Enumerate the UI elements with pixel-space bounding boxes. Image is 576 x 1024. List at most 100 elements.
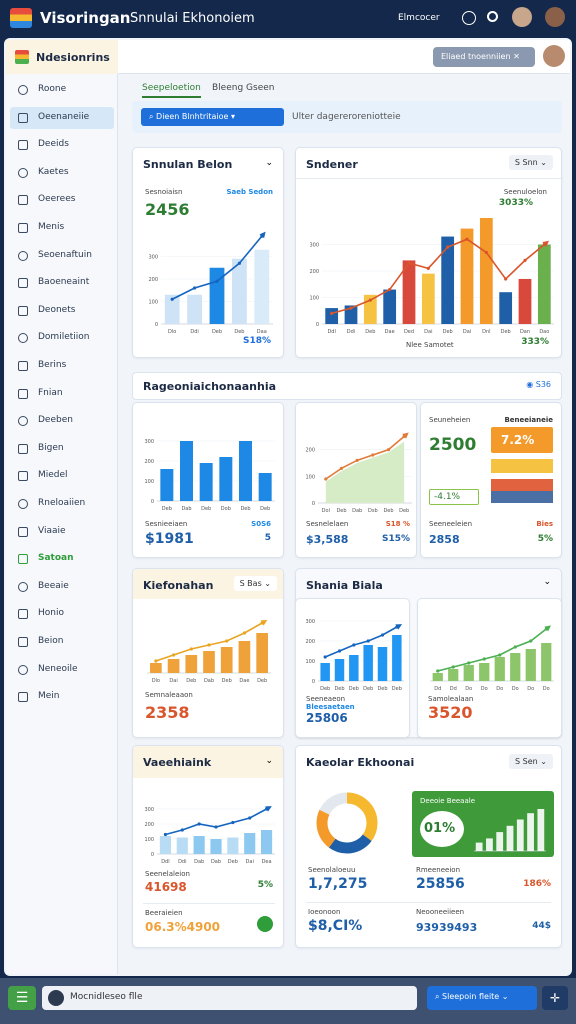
bar (463, 665, 474, 681)
kpi-value: $1981 (145, 531, 194, 547)
line-dot (330, 311, 334, 315)
card: 0 100 200 Dol Deb Dab Dsb Deb Deb Sesnelelaen S1… (295, 402, 417, 558)
toolbar-button[interactable]: Eliaed tnoenniien ✕ (433, 47, 535, 67)
nav-item[interactable]: Neneoile (38, 663, 78, 674)
kpi-label: Deeoie Beeaale (420, 797, 476, 805)
x-tick-label: Do (496, 686, 503, 692)
tab[interactable]: Seepeloetion (142, 83, 201, 98)
bar (525, 649, 536, 681)
nav-icon (18, 140, 28, 151)
stat-value: 93939493 (416, 921, 478, 934)
kpi-tag: Bleesaetaen (306, 703, 355, 711)
nav-item[interactable]: Deeids (38, 139, 69, 150)
x-tick-label: Deb (334, 686, 344, 692)
donut-segment (316, 792, 378, 854)
x-tick-label: Ddi (178, 859, 186, 865)
bar (334, 659, 345, 681)
chevron[interactable]: ⌄ (543, 577, 551, 587)
nav-item[interactable]: Menis (38, 222, 65, 232)
x-tick-label: Deb (260, 506, 270, 512)
clock-icon[interactable] (462, 11, 476, 25)
search-button[interactable]: ⌕ Dieen Blnhtritaioe ▾ (141, 108, 284, 126)
divider (306, 902, 551, 903)
avatar[interactable] (512, 7, 532, 27)
section-badge[interactable]: ◉ S36 (526, 380, 551, 389)
header-menu[interactable]: Elmcocer (398, 13, 440, 23)
chevron[interactable]: ⌄ (265, 756, 273, 766)
search-input[interactable]: Ulter dagereroreniotteie (292, 112, 401, 122)
nav-icon (18, 609, 28, 620)
bar (167, 659, 180, 673)
avatar[interactable] (543, 45, 565, 67)
stat-label: Neooneeiieen (416, 908, 465, 916)
nav-item[interactable]: Deeben (38, 415, 73, 426)
nav-item[interactable]: Baoeneaint (38, 277, 90, 288)
nav-item[interactable]: Beion (38, 636, 64, 646)
nav-item[interactable]: Bigen (38, 442, 64, 453)
nav-item[interactable]: Domiletiion (38, 332, 90, 343)
bar (479, 663, 490, 681)
avatar[interactable] (545, 7, 565, 27)
y-tick-label: 100 (144, 479, 154, 485)
nav-item[interactable]: Seoenaftuin (38, 249, 92, 260)
bar (203, 651, 215, 673)
nav-item[interactable]: Beeaie (38, 580, 69, 591)
x-tick-label: Deb (228, 859, 238, 865)
kpi-label: Seenuloelon (503, 188, 547, 196)
dropdown[interactable]: S Snn ⌄ (508, 155, 553, 170)
stat-badge: 186% (523, 879, 551, 889)
nav-item[interactable]: Kaetes (38, 166, 69, 177)
status-icon (257, 916, 273, 932)
nav-icon (18, 443, 28, 454)
nav-item[interactable]: Berins (38, 360, 67, 370)
line-dot (451, 665, 455, 669)
nav-item[interactable]: Honio (38, 608, 64, 619)
button-label: Eliaed tnoenniien (441, 52, 511, 61)
arrow-head (395, 624, 403, 630)
nav-item[interactable]: Miedel (38, 470, 68, 481)
y-tick-label: 300 (305, 619, 315, 625)
bottom-button[interactable]: ⌕ Sleepoin fleite ⌄ (427, 986, 537, 1010)
section-header: Rageoniaichonaanhia ◉ S36 (132, 372, 562, 400)
nav-item[interactable]: Rneloaiien (38, 498, 86, 508)
bar (159, 836, 171, 854)
brand-name: Ndesionrins (36, 51, 110, 64)
line-dot (467, 661, 471, 665)
nav-item[interactable]: Mein (38, 691, 60, 702)
dropdown[interactable]: S Bas ⌄ (233, 576, 277, 591)
x-tick-label: Ddl (327, 329, 335, 335)
nav-item[interactable]: Oeenaneiie (38, 111, 90, 122)
bar (244, 833, 256, 854)
card: Vaeehiaink ⌄ 0 100 200 300 Ddl Ddi Dab Dab Deb Da… (132, 745, 284, 948)
menu-button[interactable]: ☰ (8, 986, 36, 1010)
line (324, 626, 398, 658)
app-logo (10, 8, 32, 28)
nav-item[interactable]: Satoan (38, 553, 74, 564)
line-dot (170, 297, 174, 301)
x-tick-label: Deb (212, 329, 222, 335)
x-tick-label: Dab (204, 678, 214, 684)
search-icon[interactable] (487, 11, 498, 22)
tab[interactable]: Bleeng Gseen (212, 83, 275, 93)
dropdown[interactable]: S Sen ⌄ (509, 754, 553, 769)
card: Snnulan Belon ⌄ Sesnoiaisn Saeb Sedon 24… (132, 147, 284, 358)
bar (448, 669, 459, 681)
nav-item[interactable]: Roone (38, 84, 67, 94)
grid-button[interactable]: ✛ (542, 986, 568, 1010)
nav-item[interactable]: Fnian (38, 387, 63, 398)
x-tick-label: Dae (385, 329, 395, 335)
nav-item[interactable]: Deonets (38, 304, 76, 315)
y-tick-label: 0 (155, 322, 158, 328)
chat-input[interactable]: Mocnidleseo flle (42, 986, 417, 1010)
bar (460, 228, 474, 324)
chart: 0 100 200 Dol Deb Dab Dsb Deb Deb (305, 432, 412, 514)
strip (491, 459, 553, 473)
section-title: Rageoniaichonaanhia (143, 380, 277, 393)
bar (421, 273, 435, 324)
y-tick-label: 300 (148, 255, 158, 261)
nav-item[interactable]: Viaaie (38, 525, 66, 536)
nav-item[interactable]: Oeerees (38, 194, 76, 205)
line (165, 808, 267, 836)
line-dot (368, 298, 372, 302)
chevron[interactable]: ⌄ (265, 158, 273, 168)
